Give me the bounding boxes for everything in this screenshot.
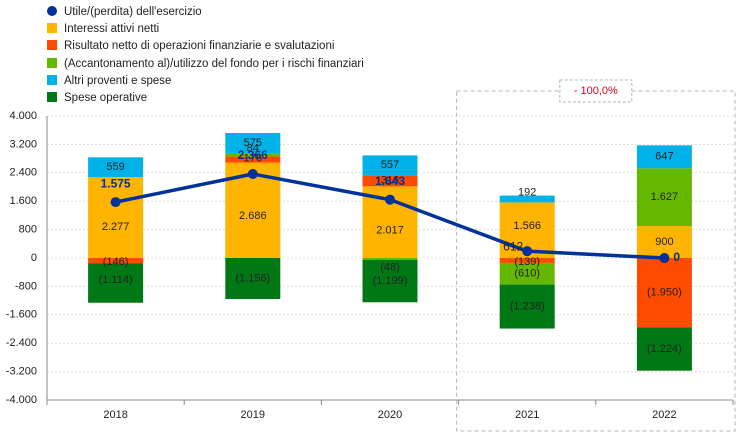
bar-segment [225,153,281,157]
bar-segment [499,262,555,285]
bar-value-label: 192 [518,186,536,198]
x-tick-label: 2019 [241,409,265,421]
bar-segment [225,156,281,163]
legend-label: Risultato netto di operazioni finanziari… [64,40,335,53]
legend-item: (Accantonamento al)/utilizzo del fondo p… [47,56,364,73]
bar-value-label: 575 [244,137,262,149]
y-tick-label: -1.600 [6,309,37,321]
legend-label: Interessi attivi netti [64,23,160,36]
legend-item: Risultato netto di operazioni finanziari… [47,38,364,55]
bar-value-label: (1.156) [235,272,270,284]
bar-value-label: 557 [381,159,399,171]
bar-value-label: 2.017 [376,225,404,237]
y-tick-label: -2.400 [6,337,37,349]
bar-value-label: 316 [381,175,399,187]
line-value-label: 612 [503,239,523,253]
x-tick-label: 2018 [103,409,127,421]
line-point [385,194,395,205]
legend-item: Utile/(perdita) dell'esercizio [47,4,364,21]
bar-segment [88,258,144,264]
legend-swatch [47,74,57,85]
line-point [522,246,533,257]
highlight-box [456,90,736,432]
y-tick-label: 1.600 [9,195,37,207]
legend-label: Utile/(perdita) dell'esercizio [64,6,202,18]
bar-segment [225,258,281,300]
bar-value-label: (610) [514,268,540,280]
bar-value-label: 1.566 [513,220,541,232]
bar-segment [362,155,418,176]
bar-value-label: (1.224) [647,343,682,355]
line-point [110,197,121,208]
bar-value-label: 647 [655,151,673,163]
y-tick-label: 0 [31,252,37,264]
legend-item: Altri proventi e spese [47,73,364,90]
legend-swatch [47,91,57,102]
legend-label: Altri proventi e spese [64,74,172,87]
line-point [247,169,258,180]
bar-segment [636,327,692,371]
bar-segment [499,258,555,263]
bar-segment [636,168,692,227]
annotation-box [559,79,633,103]
bar-value-label: (139) [514,256,540,268]
legend-swatch [47,6,57,16]
x-tick-label: 2021 [515,409,539,421]
legend: Utile/(perdita) dell'esercizio Interessi … [47,4,364,107]
bar-value-label: 559 [106,161,124,173]
bar-segment [88,157,144,178]
y-tick-label: 4.000 [9,110,37,122]
bar-segment [88,177,144,258]
bar-value-label: (1.238) [510,300,545,312]
legend-swatch [47,23,57,34]
bar-value-label: 2.686 [239,210,267,222]
bar-value-label: (1.950) [647,287,682,299]
x-tick-label: 2020 [378,409,402,421]
y-tick-label: 2.400 [9,167,37,179]
legend-item: Spese operative [47,90,364,107]
legend-swatch [47,40,57,51]
legend-item: Interessi attivi netti [47,21,364,38]
line-value-label: 2.366 [238,148,268,162]
bar-segment [499,195,555,203]
bar-value-label: (48) [380,262,400,274]
bar-segment [636,258,692,328]
y-tick-label: -3.200 [6,366,37,378]
y-tick-label: -4.000 [6,394,37,406]
bar-value-label: 176 [244,152,262,164]
bar-value-label: 900 [655,236,673,248]
annotation-label: - 100,0% [574,85,618,97]
y-tick-label: 3.200 [9,138,37,150]
legend-label: Spese operative [64,91,148,104]
line-value-label: 0 [673,250,680,264]
bar-value-label: (146) [103,256,129,268]
line-value-label: 1.575 [101,176,131,190]
bar-segment [225,133,281,154]
bar-value-label: 2.277 [102,221,130,233]
bar-segment [362,175,418,187]
bar-value-label: (1.114) [99,274,133,286]
bar-value-label: (1.199) [373,275,408,287]
legend-swatch [47,57,57,68]
bar-segment [636,226,692,258]
bar-segment [362,258,418,260]
y-tick-label: 800 [19,224,37,236]
legend-label: (Accantonamento al)/utilizzo del fondo p… [64,57,364,70]
y-tick-label: -800 [15,280,37,292]
bar-segment [362,259,418,303]
bar-value-label: 84 [247,142,259,154]
bar-segment [499,284,555,329]
bar-value-label: 1.627 [651,191,679,203]
line-value-label: 1.643 [375,174,405,188]
line-point [659,253,670,263]
bar-segment [88,263,144,303]
bar-segment [636,145,692,169]
x-tick-label: 2022 [652,409,676,421]
